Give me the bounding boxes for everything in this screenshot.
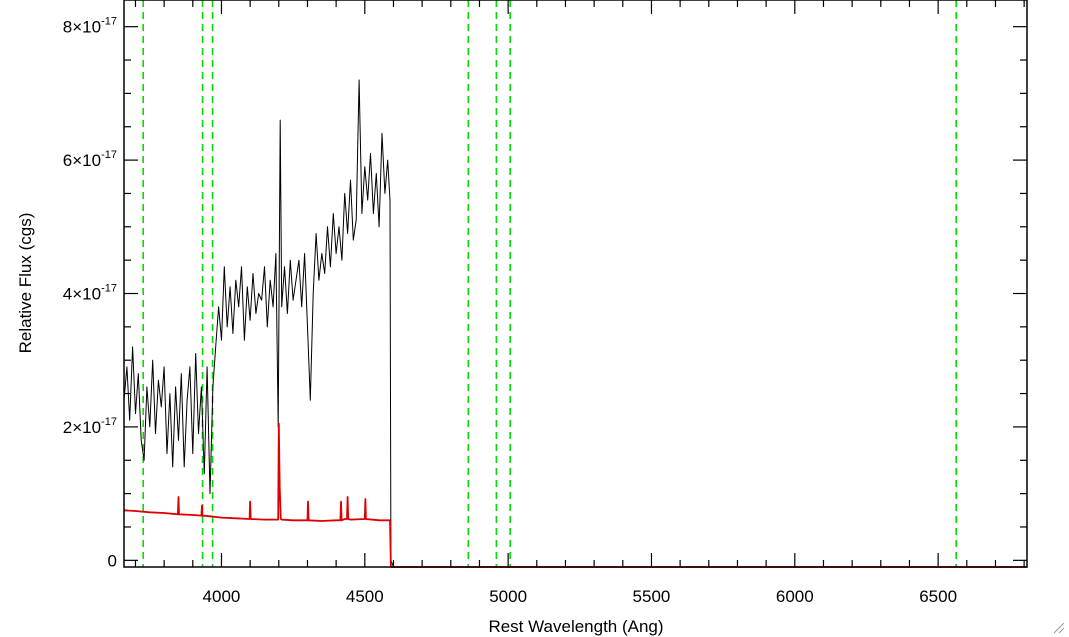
y-tick-labels: 0 2×10-17 4×10-17 6×10-17 8×10-17 [63, 16, 117, 571]
plot-frame [123, 0, 1028, 568]
series-line-1 [123, 422, 1027, 568]
y-tick-label: 8×10-17 [63, 16, 117, 37]
y-tick-label: 0 [108, 551, 117, 570]
x-tick-label: 4000 [203, 587, 241, 606]
y-tick-label: 4×10-17 [63, 283, 117, 304]
series-line-0 [123, 79, 1027, 568]
x-tick-label: 5000 [489, 587, 527, 606]
series-layer [123, 79, 1027, 568]
x-tick-labels: 4000 4500 5000 5500 6000 6500 [203, 587, 957, 606]
y-axis-title: Relative Flux (cgs) [16, 213, 35, 354]
y-tick-label: 2×10-17 [63, 416, 117, 437]
x-tick-label: 4500 [346, 587, 384, 606]
axes-frame [123, 0, 1028, 568]
x-tick-label: 6500 [919, 587, 957, 606]
y-tick-label: 6×10-17 [63, 149, 117, 170]
reference-lines [142, 0, 957, 567]
x-tick-label: 5500 [633, 587, 671, 606]
x-axis-title: Rest Wavelength (Ang) [488, 617, 663, 636]
resize-grip-icon[interactable] [1051, 620, 1065, 634]
x-tick-label: 6000 [776, 587, 814, 606]
